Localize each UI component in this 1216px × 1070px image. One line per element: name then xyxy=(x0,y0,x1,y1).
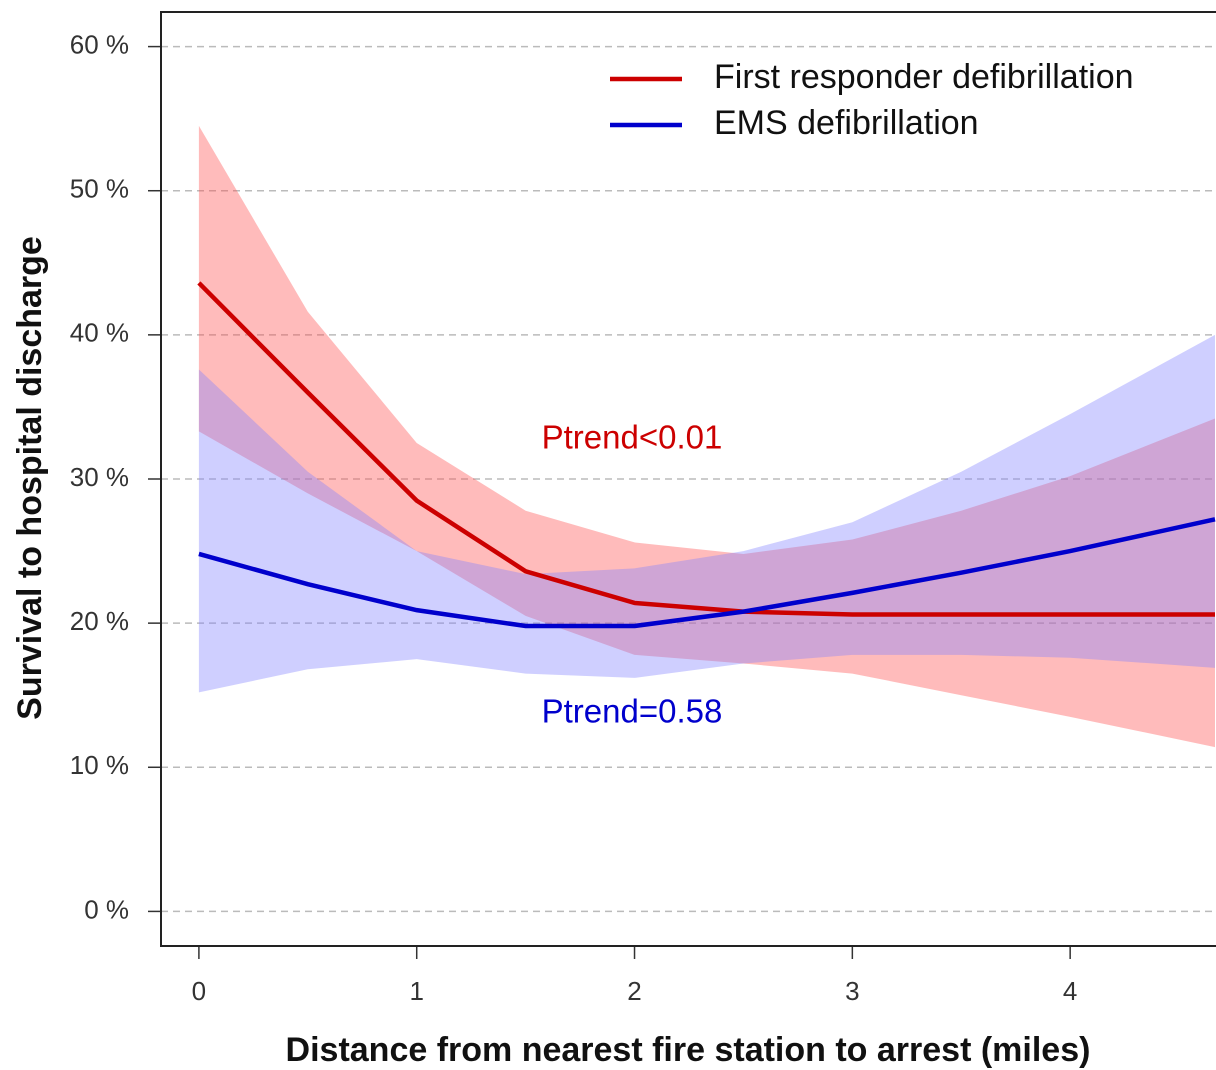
y-tick-label: 0 % xyxy=(84,894,129,924)
y-tick-label: 20 % xyxy=(70,606,129,636)
legend-label: EMS defibrillation xyxy=(714,104,979,142)
y-tick-label: 60 % xyxy=(70,29,129,59)
x-tick-label: 0 xyxy=(192,976,206,1006)
legend-label: First responder defibrillation xyxy=(714,58,1134,96)
y-axis-title: Survival to hospital discharge xyxy=(11,236,49,720)
y-tick-label: 40 % xyxy=(70,318,129,348)
x-tick-label: 4 xyxy=(1063,976,1077,1006)
x-tick-label: 1 xyxy=(409,976,423,1006)
line xyxy=(198,517,1216,629)
annotation: Ptrend=0.58 xyxy=(542,693,723,730)
plot-frame xyxy=(160,11,1216,947)
y-tick-label: 30 % xyxy=(70,462,129,492)
confidence-band xyxy=(198,334,1216,693)
y-tick-label: 10 % xyxy=(70,750,129,780)
x-tick-label: 3 xyxy=(845,976,859,1006)
line xyxy=(197,281,1215,617)
confidence-band xyxy=(198,125,1216,748)
y-tick-label: 50 % xyxy=(70,174,129,204)
x-axis-title: Distance from nearest fire station to ar… xyxy=(286,1031,1091,1069)
annotation: Ptrend<0.01 xyxy=(542,419,723,456)
x-tick-label: 2 xyxy=(627,976,641,1006)
